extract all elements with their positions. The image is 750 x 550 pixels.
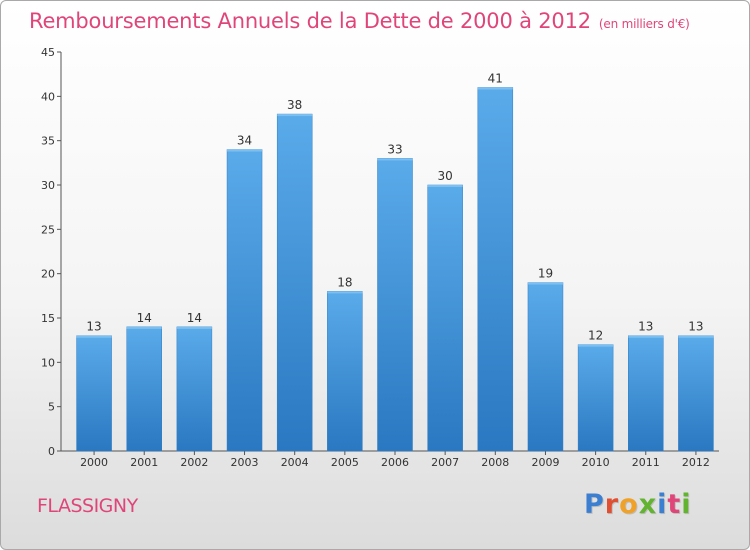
logo-letter: i: [657, 489, 668, 520]
logo-letter: t: [667, 489, 682, 520]
bar-highlight-2001: [126, 326, 162, 329]
bar-highlight-2003: [227, 149, 263, 152]
logo-letter: o: [619, 489, 639, 520]
x-tick-label-2011: 2011: [632, 456, 660, 469]
bars: [76, 87, 714, 452]
bar-2000: [76, 335, 112, 452]
bar-highlight-2005: [327, 291, 363, 294]
value-label-2006: 33: [387, 142, 402, 156]
bar-2012: [678, 335, 714, 452]
y-tick-label: 35: [41, 135, 55, 148]
value-label-2003: 34: [237, 134, 252, 148]
y-tick-label: 30: [41, 179, 55, 192]
x-tick-label-2012: 2012: [682, 456, 710, 469]
bar-highlight-2010: [578, 344, 614, 347]
x-tick-label-2000: 2000: [80, 456, 108, 469]
x-tick-label-2005: 2005: [331, 456, 359, 469]
proxiti-logo: Proxiti: [584, 489, 692, 520]
y-tick-label: 5: [48, 401, 55, 414]
y-tick-label: 20: [41, 268, 55, 281]
bar-2001: [126, 326, 162, 452]
y-tick-label: 10: [41, 356, 55, 369]
bar-highlight-2011: [628, 335, 664, 338]
bar-2005: [327, 291, 363, 452]
y-tick-label: 45: [41, 46, 55, 59]
x-tick-label-2003: 2003: [231, 456, 259, 469]
y-tick-label: 40: [41, 90, 55, 103]
logo-letter: r: [604, 489, 620, 520]
bar-2008: [477, 87, 514, 452]
bar-highlight-2006: [377, 158, 413, 161]
bar-2007: [427, 184, 463, 452]
x-tick-label-2002: 2002: [180, 456, 208, 469]
x-tick-label-2009: 2009: [531, 456, 559, 469]
value-label-2010: 12: [588, 329, 603, 343]
bar-highlight-2002: [176, 326, 212, 329]
bar-highlight-2008: [477, 87, 513, 90]
value-label-2009: 19: [538, 267, 553, 281]
bar-2003: [226, 149, 263, 452]
y-tick-label: 15: [41, 312, 55, 325]
logo-letter: P: [584, 489, 605, 520]
logo-letter: i: [681, 489, 692, 520]
value-label-2007: 30: [438, 169, 453, 183]
bar-highlight-2012: [678, 335, 714, 338]
bar-2010: [577, 344, 614, 452]
bar-2006: [377, 158, 413, 452]
x-tick-label-2001: 2001: [130, 456, 158, 469]
value-label-2004: 38: [287, 98, 302, 112]
town-name: FLASSIGNY: [37, 495, 138, 517]
bar-2009: [527, 282, 564, 452]
x-tick-label-2010: 2010: [582, 456, 610, 469]
y-tick-label: 25: [41, 223, 55, 236]
bar-highlight-2000: [76, 335, 112, 338]
bar-2002: [176, 326, 213, 452]
chart-unit: (en milliers d'€): [598, 17, 690, 31]
value-label-2012: 13: [688, 320, 703, 334]
chart-title: Remboursements Annuels de la Dette de 20…: [29, 9, 690, 33]
y-tick-label: 0: [48, 445, 55, 458]
value-label-2000: 13: [86, 320, 101, 334]
x-tick-label-2004: 2004: [281, 456, 309, 469]
chart-title-text: Remboursements Annuels de la Dette de 20…: [29, 9, 591, 33]
bar-highlight-2007: [427, 185, 463, 187]
value-label-2005: 18: [337, 275, 352, 289]
labels: 13 2000 14 2001 14 2002 34 2003 38 2004 18 2005 33 20…: [80, 71, 710, 469]
logo-letter: x: [638, 489, 658, 520]
value-label-2002: 14: [187, 311, 202, 325]
value-label-2011: 13: [638, 320, 653, 334]
value-label-2001: 14: [137, 311, 152, 325]
bar-highlight-2009: [527, 282, 563, 285]
x-tick-label-2006: 2006: [381, 456, 409, 469]
x-tick-label-2007: 2007: [431, 456, 459, 469]
value-label-2008: 41: [488, 71, 503, 85]
bar-2011: [628, 335, 664, 452]
x-tick-label-2008: 2008: [481, 456, 509, 469]
bar-highlight-2004: [277, 114, 313, 117]
bar-2004: [276, 113, 313, 452]
